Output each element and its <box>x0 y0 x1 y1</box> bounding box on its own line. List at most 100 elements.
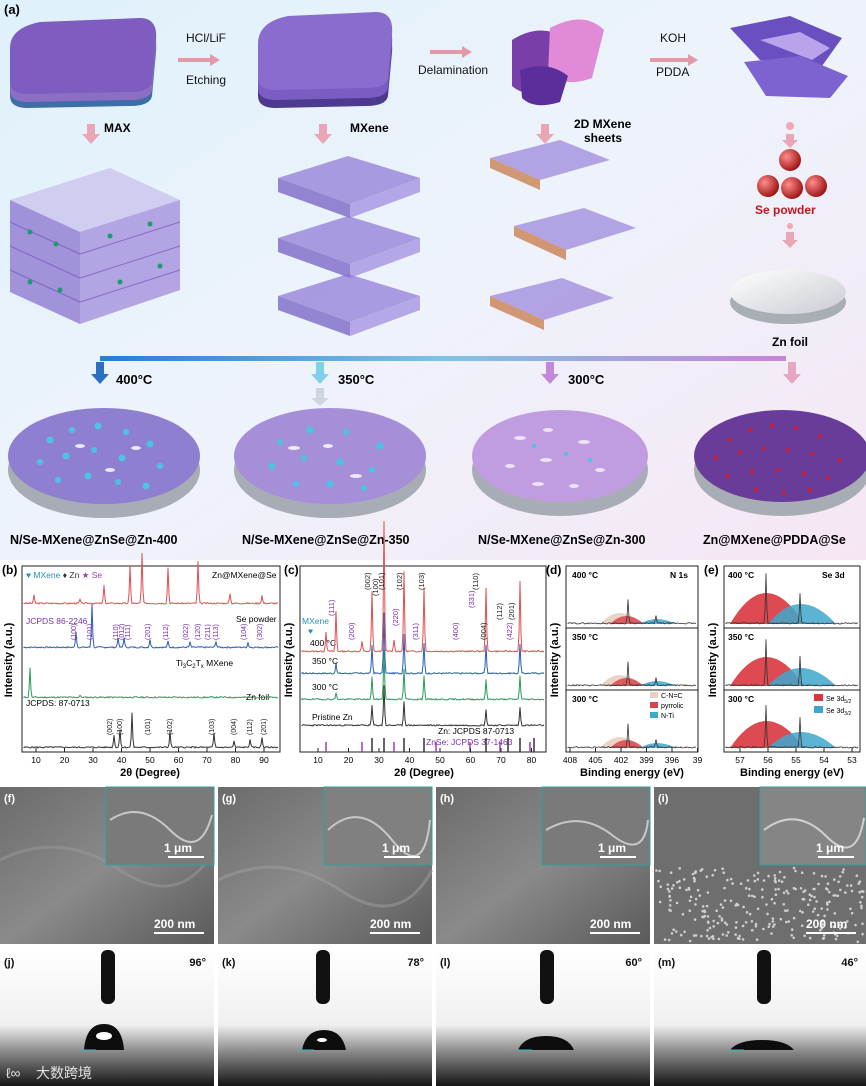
panel-d-frame <box>565 565 699 753</box>
grain <box>657 879 660 883</box>
trace-label-zn-foil: Zn foil <box>246 692 269 702</box>
grain <box>821 919 824 923</box>
contact-angles: 96° 78° 60° 46° <box>189 957 858 969</box>
panel-e-ylabel: Intensity (a.u.) <box>707 622 719 697</box>
grain <box>767 874 770 878</box>
temperature-gradient-bar <box>100 356 786 361</box>
grain <box>694 871 697 874</box>
grain <box>786 909 789 912</box>
grain <box>799 887 803 890</box>
grain <box>860 890 864 893</box>
grain <box>691 872 695 876</box>
grain <box>755 938 759 941</box>
grain <box>821 937 825 940</box>
trace-400 <box>301 520 545 653</box>
grain <box>786 892 790 895</box>
product-label-400: N/Se-MXene@ZnSe@Zn-400 <box>10 533 178 547</box>
x-tick-label: 60 <box>466 755 476 765</box>
peak-pyrrolic <box>610 616 644 624</box>
sem-image-i <box>654 786 866 944</box>
contact-letters: (j) (k) (l) (m) <box>4 957 675 969</box>
sem-image-h <box>436 786 651 944</box>
panel-d: (d) N 1s 400 °C 350 °C 300 °C C-N=C pyrr… <box>546 563 702 779</box>
grain <box>738 937 741 941</box>
grain <box>670 932 674 935</box>
se-hkl-label: (111) <box>125 625 132 640</box>
x-tick-label: 53 <box>847 755 857 765</box>
sem-letter-i: (i) <box>658 793 669 805</box>
grain <box>676 881 679 884</box>
x-tick-label: 70 <box>202 755 212 765</box>
grain <box>668 904 672 907</box>
grain <box>723 886 726 890</box>
grain <box>729 877 733 881</box>
grain <box>688 939 692 943</box>
product-disc-350 <box>234 408 426 518</box>
grain <box>841 870 845 874</box>
grain <box>701 915 704 919</box>
grain <box>670 887 674 890</box>
panel-b-hkl-labels: (100) (101) (110) (012) (111) (201) (112) (022)… <box>71 624 268 735</box>
c-hkl-label: (220) <box>391 608 400 626</box>
grain <box>779 917 783 921</box>
panel-d-xlabel: Binding energy (eV) <box>580 767 684 779</box>
grain <box>708 926 712 930</box>
grain <box>846 920 849 923</box>
grain <box>834 894 837 897</box>
grain <box>836 894 840 898</box>
panel-c-xlabel: 2θ (Degree) <box>394 767 454 779</box>
panel-d-temp-400: 400 °C <box>572 570 598 580</box>
grain <box>678 879 681 883</box>
grain <box>774 888 777 891</box>
grain <box>748 912 752 916</box>
grain <box>706 929 709 932</box>
panel-d-peaks <box>567 599 697 749</box>
droplet-highlights <box>96 1032 327 1042</box>
zn-reference-label: JCPDS: 87-0713 <box>26 698 90 708</box>
panel-e-x-ticks: 57 56 55 54 53 <box>735 748 857 765</box>
grain <box>748 887 751 891</box>
panel-c-x-ticks: 10 20 30 40 50 60 70 80 <box>313 748 536 765</box>
se-hkl-label: (112) <box>163 624 170 640</box>
grain <box>854 923 857 927</box>
panel-c-letter: (c) <box>284 563 299 577</box>
c-hkl-label: (200) <box>347 622 356 640</box>
panel-b-traces <box>23 553 279 749</box>
grain <box>799 909 802 913</box>
grain <box>762 879 766 882</box>
product-disc-400 <box>8 408 200 518</box>
process-arrows <box>178 46 698 66</box>
grain <box>741 938 745 941</box>
grain <box>706 915 710 918</box>
grain <box>785 889 788 893</box>
panel-d-ylabel: Intensity (a.u.) <box>549 622 561 697</box>
product-disc-300 <box>472 410 648 516</box>
grain <box>725 934 728 937</box>
grain <box>721 906 725 909</box>
grain <box>850 889 854 893</box>
grain <box>815 900 818 903</box>
grain <box>734 933 737 936</box>
grain <box>777 879 781 882</box>
step2-process-label: Delamination <box>418 63 488 77</box>
grain <box>800 924 804 928</box>
grain <box>773 874 776 877</box>
temp-label-300: 300°C <box>568 372 605 387</box>
sem-letter-f: (f) <box>4 793 15 805</box>
x-tick-label: 396 <box>665 755 679 765</box>
watermark-logo-icon: ℓ∞ <box>6 1065 21 1081</box>
grain <box>838 875 842 878</box>
x-tick-label: 57 <box>735 755 745 765</box>
grain <box>689 895 693 899</box>
grain <box>685 888 688 892</box>
x-tick-label: 10 <box>31 755 41 765</box>
grain <box>750 894 754 898</box>
panel-c-legend: MXene <box>302 616 329 626</box>
sem-letter-g: (g) <box>222 793 236 805</box>
grain <box>785 920 788 924</box>
grain <box>856 940 860 944</box>
x-tick-label: 50 <box>435 755 445 765</box>
grain <box>778 870 782 874</box>
grain <box>850 911 854 915</box>
trace-label-350: 350 °C <box>312 656 338 666</box>
